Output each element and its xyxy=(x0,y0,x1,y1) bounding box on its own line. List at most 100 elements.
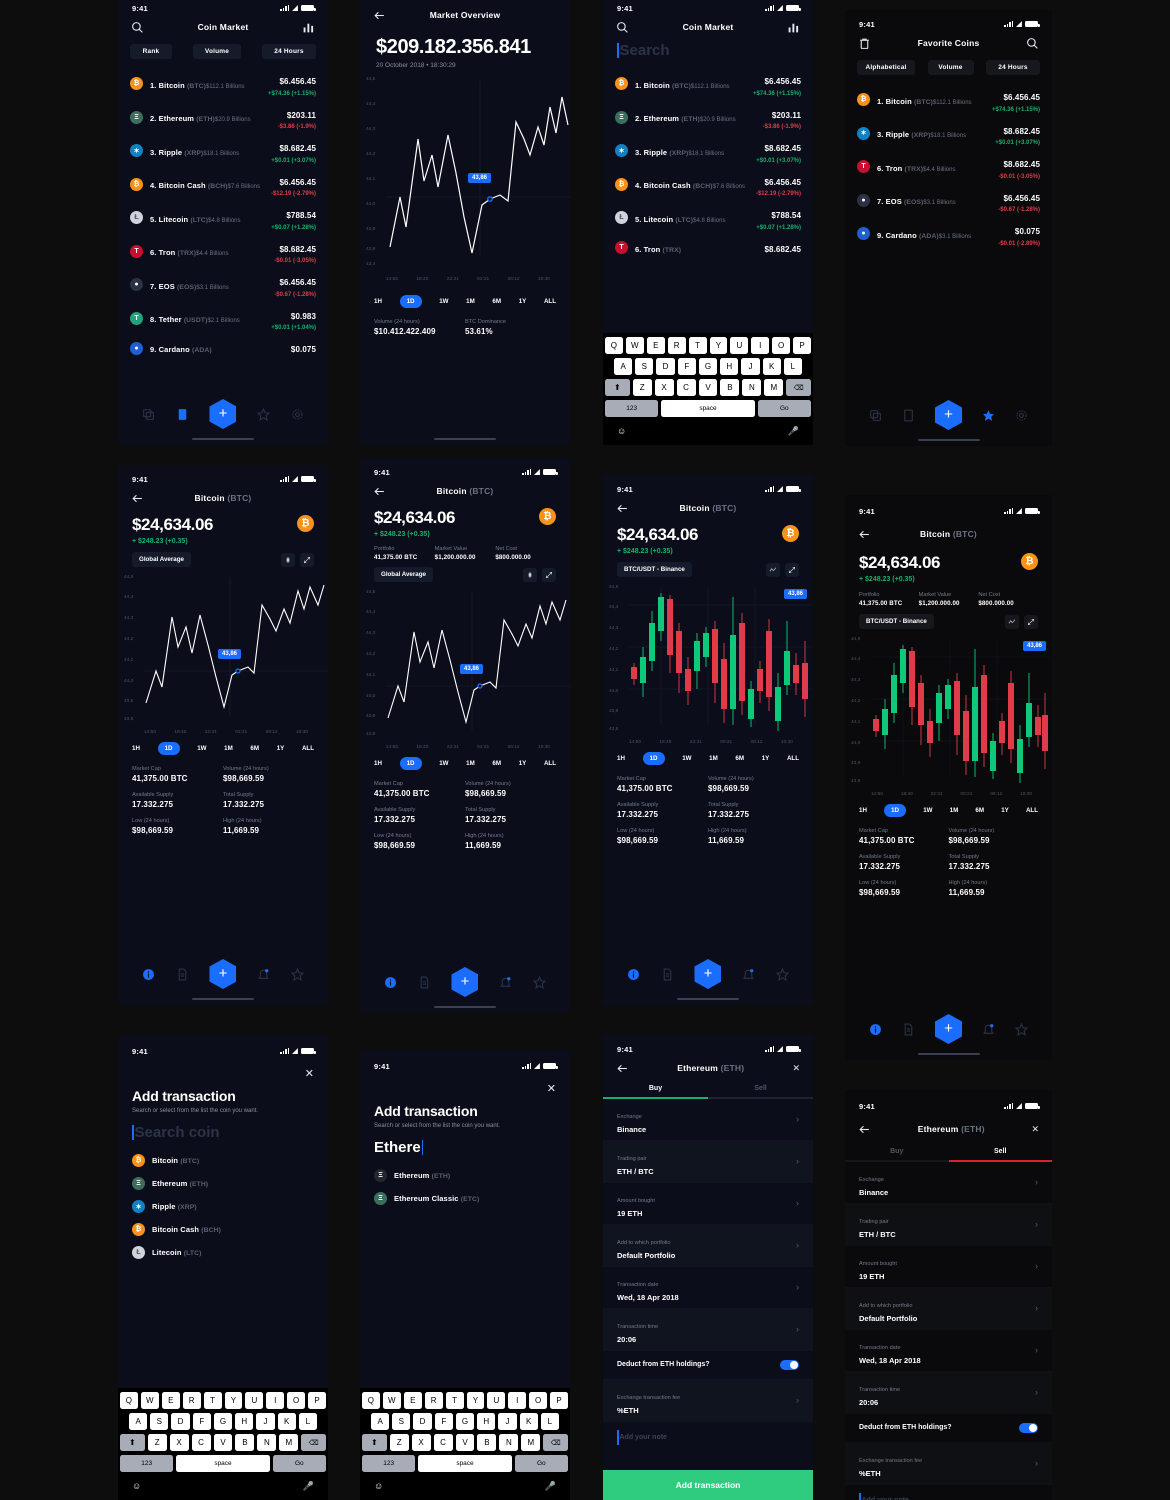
back-arrow-icon[interactable] xyxy=(616,1062,629,1075)
info-icon[interactable] xyxy=(627,968,640,981)
favorites-star-icon[interactable] xyxy=(290,967,304,981)
key-y[interactable]: Y xyxy=(709,337,728,354)
key-t[interactable]: T xyxy=(688,337,707,354)
key-e[interactable]: E xyxy=(646,337,665,354)
shift-key-icon[interactable]: ⬆ xyxy=(605,379,630,396)
range-1y[interactable]: 1Y xyxy=(518,760,527,767)
space-key[interactable]: space xyxy=(418,1455,512,1472)
key-c[interactable]: C xyxy=(191,1434,211,1451)
key-f[interactable]: F xyxy=(434,1413,453,1430)
chart-bars-icon[interactable] xyxy=(787,21,800,34)
tab-sell[interactable]: Sell xyxy=(754,1085,767,1092)
key-d[interactable]: D xyxy=(413,1413,432,1430)
space-key[interactable]: space xyxy=(176,1455,270,1472)
key-c[interactable]: C xyxy=(433,1434,453,1451)
key-a[interactable]: A xyxy=(371,1413,390,1430)
go-key[interactable]: Go xyxy=(272,1455,326,1472)
key-b[interactable]: B xyxy=(720,379,740,396)
candlestick-toggle-icon[interactable] xyxy=(281,552,295,567)
info-icon[interactable] xyxy=(384,976,397,989)
note-input[interactable]: Add your note xyxy=(603,1422,813,1453)
key-w[interactable]: W xyxy=(140,1392,159,1409)
key-p[interactable]: P xyxy=(550,1392,569,1409)
form-row-trading-pair[interactable]: Trading pair ETH / BTC › xyxy=(603,1140,813,1183)
filter-volume[interactable]: Volume xyxy=(927,60,974,75)
range-1h[interactable]: 1H xyxy=(374,298,382,305)
form-row-amount[interactable]: Amount bought 19 ETH › xyxy=(845,1246,1052,1288)
list-item[interactable]: Ξ Ethereum Classic (ETC) xyxy=(360,1187,570,1210)
fullscreen-icon[interactable] xyxy=(1024,614,1038,629)
key-j[interactable]: J xyxy=(741,358,760,375)
add-transaction-button[interactable]: + xyxy=(935,1014,962,1044)
form-row-deduct[interactable]: Deduct from ETH holdings? xyxy=(603,1351,813,1380)
key-v[interactable]: V xyxy=(455,1434,475,1451)
add-transaction-button[interactable]: + xyxy=(209,959,237,989)
portfolio-icon[interactable] xyxy=(869,409,882,422)
list-item[interactable]: Ξ Ethereum (ETH) xyxy=(118,1172,328,1195)
form-row-date[interactable]: Transaction date Wed, 18 Apr 2018 › xyxy=(845,1330,1052,1372)
list-item[interactable]: Ξ 2. Ethereum (ETH)$20.9 Billions $203.11 -… xyxy=(603,101,813,135)
space-key[interactable]: space xyxy=(661,400,755,417)
info-icon[interactable] xyxy=(142,968,155,981)
list-item[interactable]: ✶ 3. Ripple (XRP)$18.1 Billions $8.682.45 +… xyxy=(845,117,1052,151)
range-1y[interactable]: 1Y xyxy=(1001,807,1009,814)
range-1h[interactable]: 1H xyxy=(617,755,625,762)
list-item[interactable]: ● 7. EOS (EOS)$3.1 Billions $6.456.45 -$0.6… xyxy=(845,184,1052,218)
range-1d[interactable]: 1D xyxy=(399,757,422,770)
key-d[interactable]: D xyxy=(656,358,675,375)
range-all[interactable]: ALL xyxy=(543,298,556,305)
range-1d[interactable]: 1D xyxy=(642,752,665,765)
filter-rank[interactable]: Rank xyxy=(130,44,172,59)
tab-sell[interactable]: Sell xyxy=(994,1148,1007,1155)
list-item[interactable]: T 6. Tron (TRX)$4.4 Billions $8.682.45 -$0.… xyxy=(845,150,1052,184)
range-1d[interactable]: 1D xyxy=(399,295,422,308)
settings-gear-icon[interactable] xyxy=(1015,409,1028,422)
add-transaction-button[interactable]: + xyxy=(451,967,479,997)
market-list-icon[interactable] xyxy=(176,408,189,421)
key-b[interactable]: B xyxy=(477,1434,497,1451)
search-input[interactable]: Search xyxy=(603,38,813,67)
chart-bars-icon[interactable] xyxy=(302,21,315,34)
form-row-time[interactable]: Transaction time 20:06 › xyxy=(845,1371,1052,1414)
key-l[interactable]: L xyxy=(783,358,802,375)
trash-icon[interactable] xyxy=(858,37,871,50)
form-row-portfolio[interactable]: Add to which portfolio Default Portfolio › xyxy=(845,1287,1052,1330)
portfolio-icon[interactable] xyxy=(142,408,155,421)
key-j[interactable]: J xyxy=(256,1413,275,1430)
range-1w[interactable]: 1W xyxy=(923,807,933,814)
form-row-fee[interactable]: Exchange transaction fee %ETH › xyxy=(845,1442,1052,1485)
key-g[interactable]: G xyxy=(455,1413,475,1430)
favorites-star-icon[interactable] xyxy=(532,975,546,989)
range-1d[interactable]: 1D xyxy=(157,742,180,755)
list-item[interactable]: ● 7. EOS (EOS)$3.1 Billions $6.456.45 -$0.6… xyxy=(118,268,328,302)
range-1m[interactable]: 1M xyxy=(709,755,718,762)
key-q[interactable]: Q xyxy=(604,337,623,354)
key-k[interactable]: K xyxy=(519,1413,538,1430)
settings-gear-icon[interactable] xyxy=(291,408,304,421)
back-arrow-icon[interactable] xyxy=(858,528,871,541)
back-arrow-icon[interactable] xyxy=(373,9,386,22)
key-t[interactable]: T xyxy=(203,1392,222,1409)
range-all[interactable]: ALL xyxy=(301,745,314,752)
exchange-selector[interactable]: BTC/USDT - Binance xyxy=(859,614,934,629)
backspace-key-icon[interactable]: ⌫ xyxy=(301,1434,326,1451)
range-1w[interactable]: 1W xyxy=(439,760,449,767)
numeric-key[interactable]: 123 xyxy=(362,1455,416,1472)
key-p[interactable]: P xyxy=(793,337,812,354)
numeric-key[interactable]: 123 xyxy=(120,1455,174,1472)
fullscreen-icon[interactable] xyxy=(785,562,799,577)
favorites-star-icon[interactable] xyxy=(775,967,789,981)
document-icon[interactable] xyxy=(418,976,431,989)
key-r[interactable]: R xyxy=(667,337,686,354)
key-p[interactable]: P xyxy=(308,1392,327,1409)
key-k[interactable]: K xyxy=(277,1413,296,1430)
key-f[interactable]: F xyxy=(677,358,696,375)
key-u[interactable]: U xyxy=(487,1392,506,1409)
key-c[interactable]: C xyxy=(676,379,696,396)
microphone-icon[interactable]: 🎤 xyxy=(544,1481,556,1491)
deduct-toggle[interactable] xyxy=(1019,1422,1038,1433)
search-icon[interactable] xyxy=(616,21,629,34)
form-row-deduct[interactable]: Deduct from ETH holdings? xyxy=(845,1414,1052,1443)
range-1w[interactable]: 1W xyxy=(197,745,207,752)
key-l[interactable]: L xyxy=(298,1413,317,1430)
